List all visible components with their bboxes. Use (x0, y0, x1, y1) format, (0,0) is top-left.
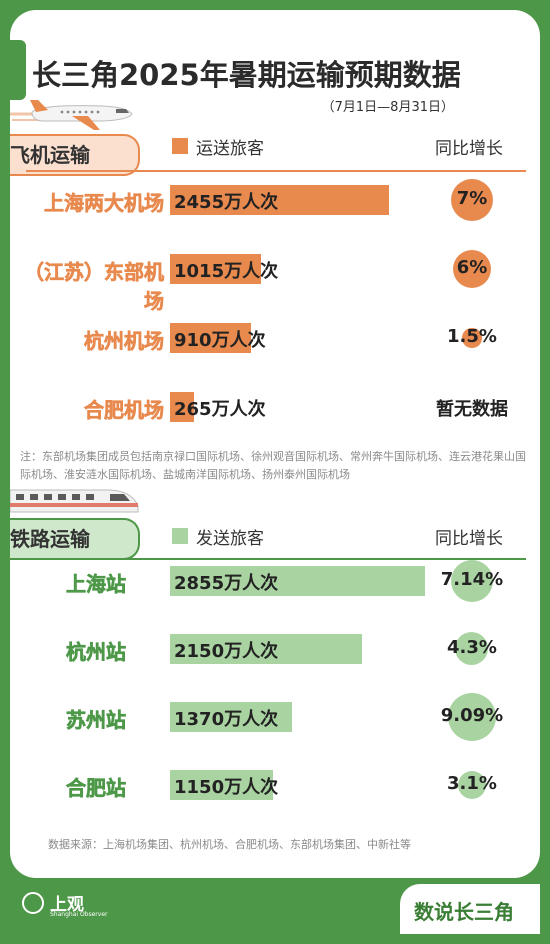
legend-label-air: 运送旅客 (196, 139, 264, 159)
infographic-card: 长三角2025年暑期运输预期数据 （7月1日—8月31日） 飞机运输 运送旅客 … (10, 10, 540, 878)
brand-name: 数说长三角 (414, 900, 514, 924)
bar-value-label: 1015万人次 (174, 261, 279, 282)
data-source: 数据来源：上海机场集团、杭州机场、合肥机场、东部机场集团、中新社等 (48, 838, 411, 851)
yoy-value-label: 1.5% (447, 326, 497, 347)
yoy-value-label: 7% (456, 188, 488, 209)
page-title: 长三角2025年暑期运输预期数据 (32, 58, 461, 92)
yoy-value-label: 6% (456, 257, 488, 278)
bar (170, 254, 261, 284)
train-icon (10, 489, 139, 513)
category-label: 上海站 (66, 572, 127, 597)
category-label: （江苏）东部机场 (24, 260, 165, 314)
yoy-bubble (452, 249, 492, 289)
bar-value-label: 1370万人次 (174, 709, 279, 730)
yoy-bubble (450, 559, 494, 603)
yoy-header-rail: 同比增长 (435, 529, 503, 549)
category-label: 杭州机场 (84, 329, 165, 354)
category-label: 合肥机场 (84, 398, 165, 423)
yoy-bubble (448, 693, 496, 741)
yoy-value-label: 3.1% (447, 773, 497, 794)
legend-swatch-air (172, 138, 188, 154)
bar (170, 185, 389, 215)
bar (170, 702, 292, 732)
bar (170, 392, 194, 422)
bar-value-label: 910万人次 (174, 330, 266, 351)
bar (170, 323, 251, 353)
bar (170, 566, 425, 596)
bar-value-label: 2455万人次 (174, 192, 279, 213)
yoy-header-air: 同比增长 (435, 139, 503, 159)
corner-decoration (10, 40, 26, 100)
legend-label-rail: 发送旅客 (196, 529, 264, 549)
yoy-value-label: 暂无数据 (436, 399, 508, 420)
yoy-value-label: 7.14% (440, 569, 504, 590)
section-label-air: 飞机运输 (10, 134, 140, 176)
bar (170, 634, 362, 664)
category-label: 上海两大机场 (44, 191, 165, 216)
category-label: 苏州站 (66, 708, 127, 733)
category-label: 杭州站 (66, 640, 127, 665)
logo-circle-icon (22, 892, 44, 914)
air-footnote: 注：东部机场集团成员包括南京禄口国际机场、徐州观音国际机场、常州奔牛国际机场、连… (20, 450, 526, 481)
category-label: 合肥站 (66, 776, 127, 801)
yoy-value-label: 9.09% (440, 705, 504, 726)
logo-subtext: Shanghai Observer (50, 911, 108, 918)
logo-text: 上观 (50, 895, 84, 915)
divider-rail (26, 558, 526, 560)
bar-value-label: 2150万人次 (174, 641, 279, 662)
divider-air (26, 170, 526, 172)
bar-value-label: 1150万人次 (174, 777, 279, 798)
yoy-bubble (457, 770, 486, 799)
yoy-value-label: 4.3% (447, 637, 497, 658)
yoy-bubble (450, 178, 494, 222)
bar-value-label: 265万人次 (174, 399, 266, 420)
brand-tab: 数说长三角 (400, 884, 540, 934)
date-range: （7月1日—8月31日） (321, 100, 454, 115)
section-label-rail: 铁路运输 (10, 518, 140, 560)
yoy-bubble (462, 328, 482, 348)
yoy-bubble (455, 632, 489, 666)
bar-value-label: 2855万人次 (174, 573, 279, 594)
legend-swatch-rail (172, 528, 188, 544)
bar (170, 770, 273, 800)
airplane-icon (10, 100, 133, 130)
